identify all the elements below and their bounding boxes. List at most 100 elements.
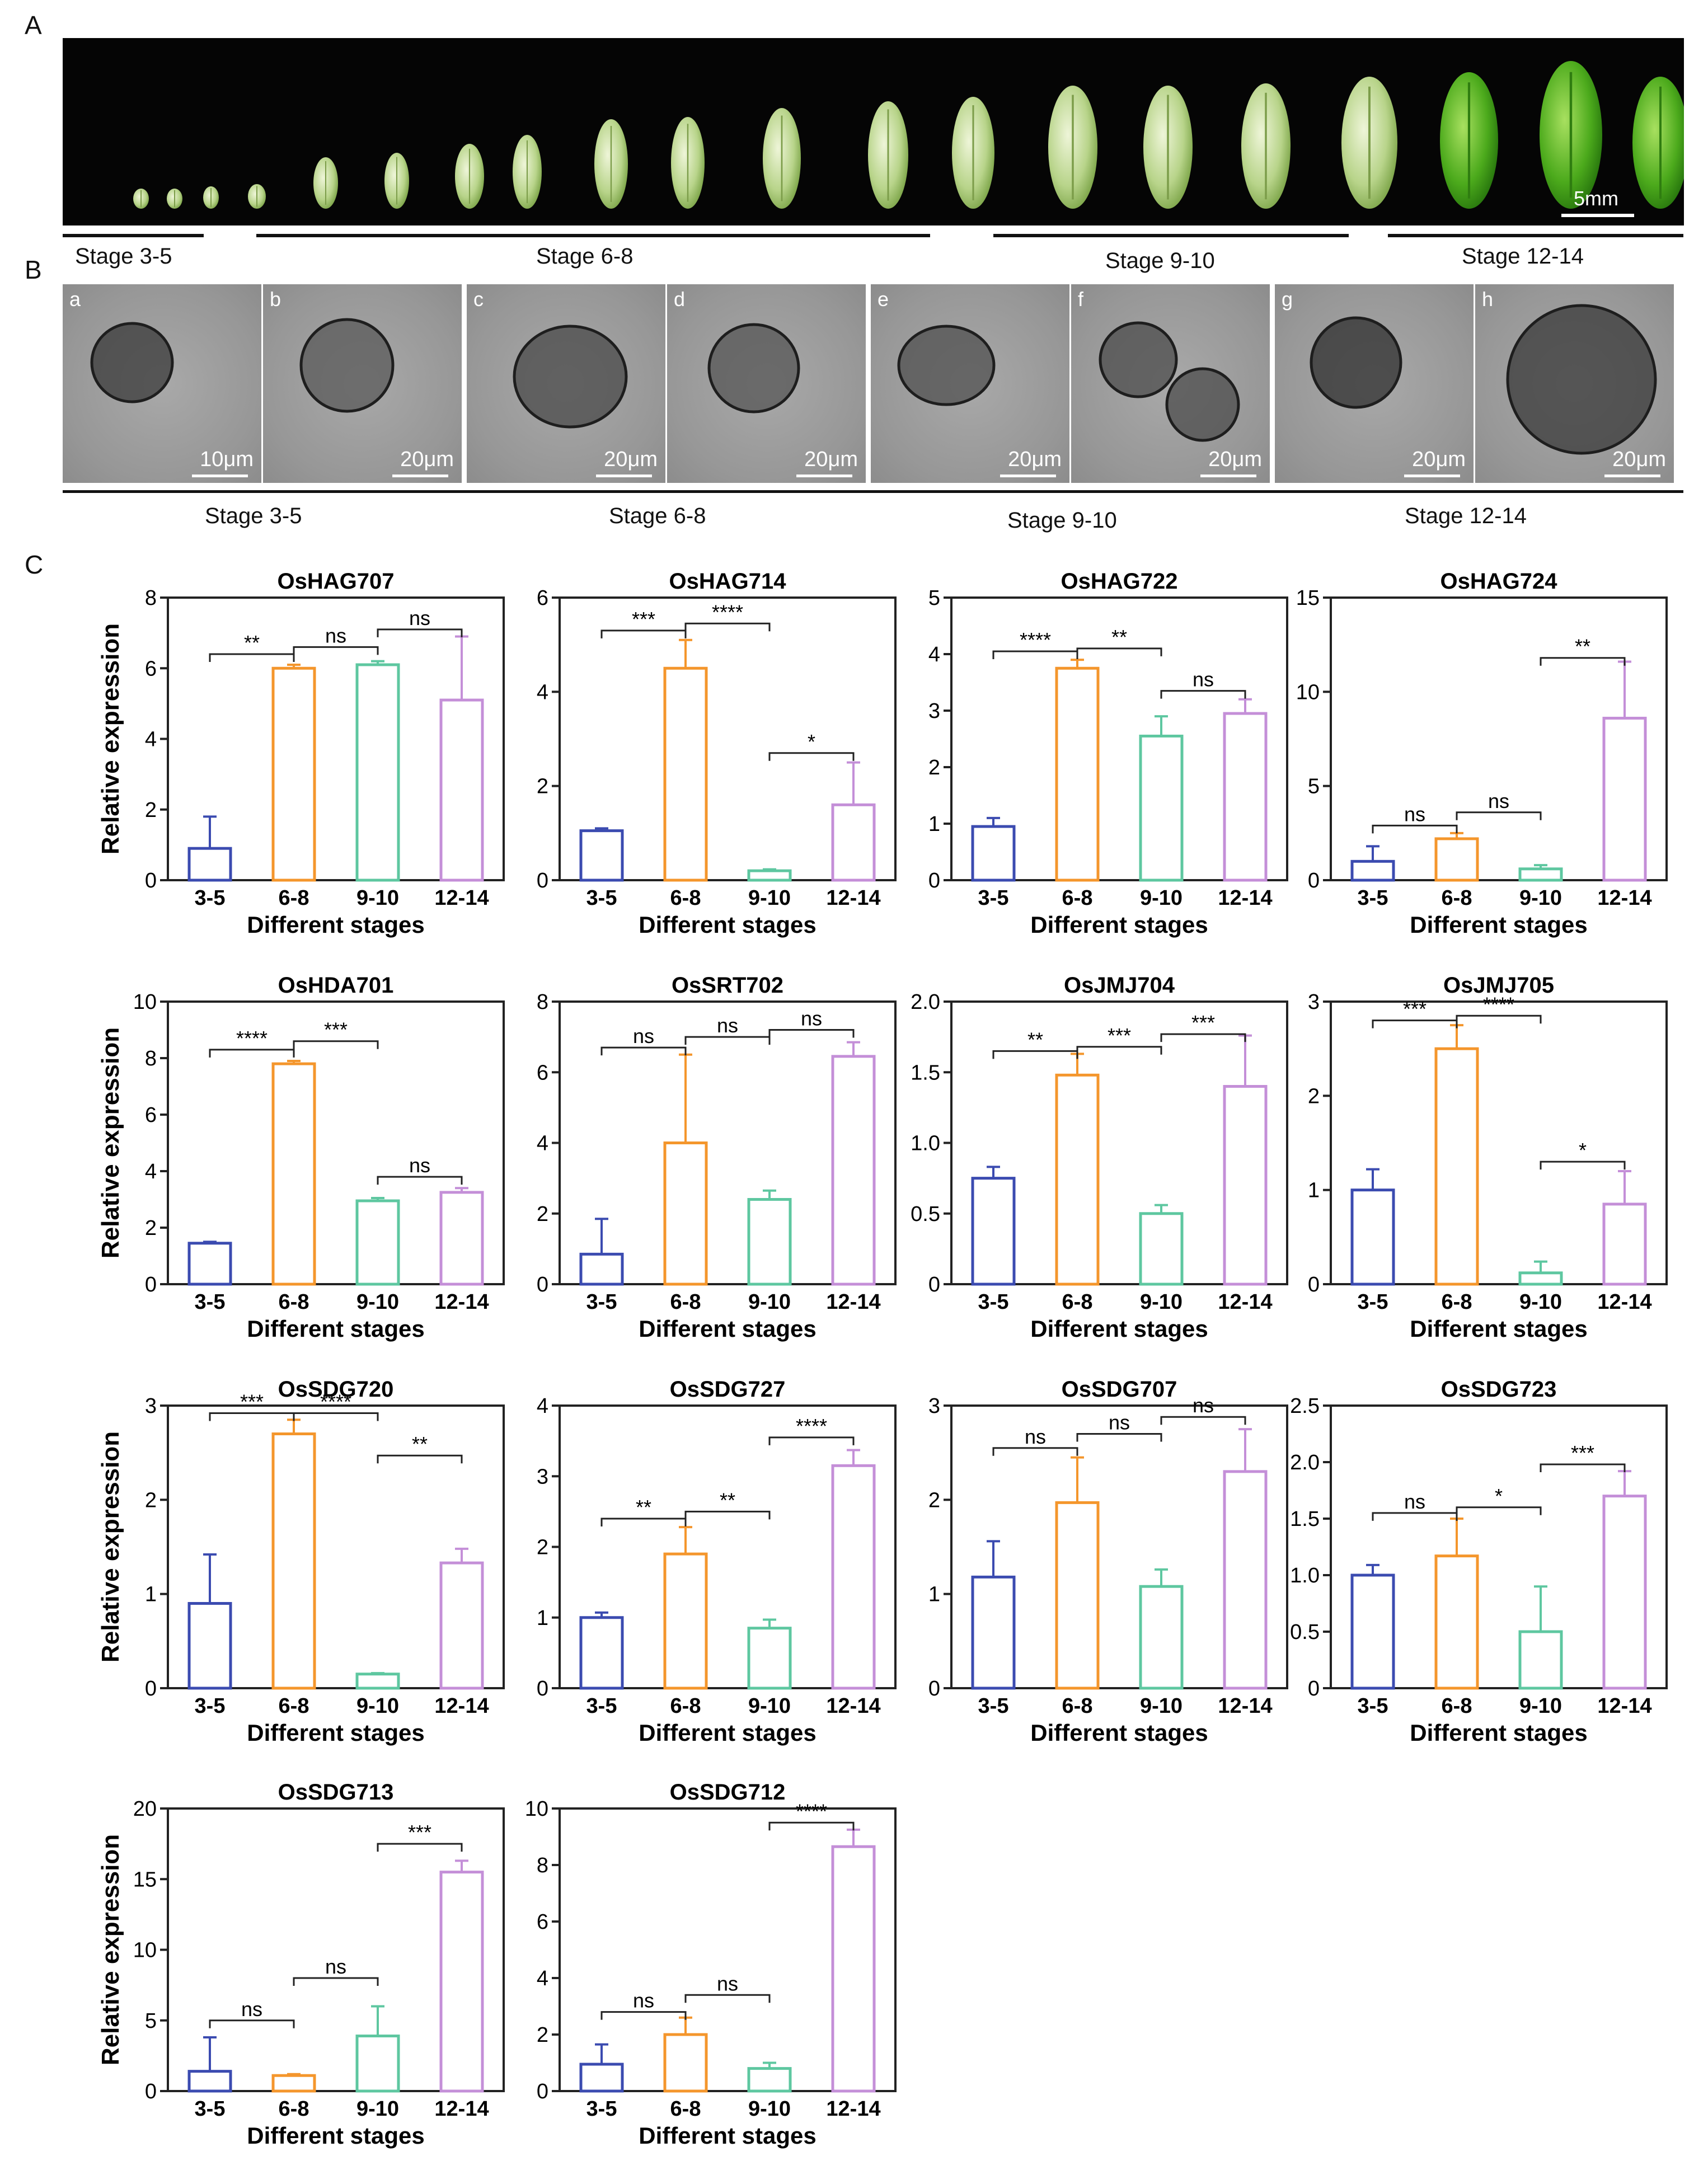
y-tick-label: 8 — [537, 1854, 548, 1877]
y-tick-label: 2 — [145, 1216, 157, 1240]
pollen-grain — [1506, 304, 1657, 455]
x-tick-label: 3-5 — [586, 886, 617, 910]
bar — [355, 2035, 400, 2093]
y-tick-label: 2 — [145, 1488, 157, 1512]
micrograph-scale-bar — [1404, 475, 1460, 477]
x-axis-label: Different stages — [247, 912, 424, 938]
micrograph-scale-label: 20μm — [1008, 448, 1062, 471]
chart-ossdg712: OsSDG712 0 2 4 6 8 10 3-5 6-8 9-10 12-14 ns ns **** Di… — [492, 1775, 923, 2175]
micro-stage-line-3 — [871, 490, 1275, 493]
significance-label: ** — [1575, 635, 1590, 658]
x-tick-label: 6-8 — [670, 886, 701, 910]
micrograph-scale-label: 10μm — [200, 448, 254, 471]
x-tick-label: 6-8 — [279, 886, 309, 910]
y-tick-label: 4 — [145, 728, 157, 751]
y-tick-label: 2.0 — [911, 990, 940, 1014]
x-tick-label: 12-14 — [1218, 1290, 1272, 1314]
y-tick-label: 6 — [537, 1910, 548, 1934]
chart-title: OsHAG707 — [278, 569, 395, 594]
x-tick-label: 9-10 — [748, 886, 791, 910]
x-tick-label: 6-8 — [1442, 886, 1472, 910]
micrograph-letter: f — [1078, 288, 1084, 311]
bar — [663, 1552, 708, 1690]
x-axis-label: Different stages — [247, 1720, 424, 1746]
bar — [971, 1575, 1016, 1690]
x-tick-label: 3-5 — [195, 1290, 226, 1314]
significance-bracket — [684, 1510, 771, 1520]
x-tick-label: 12-14 — [826, 1694, 880, 1718]
panel-letter-c: C — [25, 550, 44, 579]
pollen-grain — [1165, 367, 1240, 442]
significance-label: ns — [325, 624, 346, 647]
bar — [1223, 712, 1268, 882]
x-tick-label: 3-5 — [586, 1694, 617, 1718]
bar — [1223, 1470, 1268, 1690]
x-tick-label: 6-8 — [279, 1694, 309, 1718]
bar — [1139, 1212, 1184, 1286]
strip-stage-label-4: Stage 12-14 — [1462, 244, 1584, 269]
chart-oshda701: OsHDA701 0 2 4 6 8 10 3-5 6-8 9-10 12-14 **** *** ns D… — [97, 968, 532, 1368]
significance-label: **** — [796, 1800, 827, 1822]
chart-oshag714: OsHAG714 0 2 4 6 3-5 6-8 9-10 12-14 *** **** * Diffe… — [492, 564, 923, 964]
significance-bracket — [1372, 1512, 1458, 1521]
y-tick-label: 2 — [928, 1488, 940, 1512]
significance-label: ns — [1404, 802, 1425, 825]
x-tick-label: 6-8 — [1442, 1694, 1472, 1718]
significance-bracket — [377, 1843, 463, 1852]
spikelet-photo-strip: 5mm — [63, 38, 1688, 226]
significance-bracket — [600, 1046, 687, 1056]
significance-label: *** — [1191, 1011, 1215, 1034]
micrograph-letter: g — [1282, 288, 1293, 311]
significance-label: ** — [412, 1432, 428, 1455]
chart-title: OsSDG727 — [670, 1377, 786, 1402]
chart-svg: OsSDG723 0 0.5 1.0 1.5 2.0 2.5 3-5 6-8 9-10 12-14 n… — [1290, 1377, 1668, 1746]
bar — [439, 1561, 484, 1690]
bar — [439, 1191, 484, 1286]
spikelet — [1632, 77, 1688, 209]
significance-label: ns — [717, 1972, 738, 1995]
plot-frame — [167, 1807, 505, 2092]
x-tick-label: 3-5 — [1358, 1290, 1388, 1314]
y-tick-label: 3 — [1308, 990, 1320, 1014]
micrograph-scale-bar — [1200, 475, 1256, 477]
significance-label: *** — [1108, 1024, 1131, 1047]
x-tick-label: 3-5 — [978, 1694, 1009, 1718]
y-tick-label: 4 — [537, 1132, 548, 1155]
pollen-illustration — [299, 318, 395, 413]
y-tick-label: 5 — [145, 2009, 157, 2033]
significance-bracket — [768, 1436, 855, 1445]
y-tick-label: 2 — [928, 756, 940, 779]
significance-bracket — [1456, 811, 1542, 820]
x-axis-label: Different stages — [1410, 1316, 1587, 1342]
significance-bracket — [600, 2011, 687, 2020]
y-tick-label: 2 — [537, 775, 548, 798]
x-axis-label: Different stages — [1030, 1720, 1208, 1746]
significance-bracket — [992, 650, 1078, 659]
micrograph-scale-label: 20μm — [1208, 448, 1262, 471]
micrograph-c: c 20μm — [467, 284, 665, 483]
y-tick-label: 10 — [133, 990, 157, 1014]
bar — [831, 1464, 876, 1690]
y-tick-label: 0 — [928, 869, 940, 892]
y-tick-label: 0 — [145, 1677, 157, 1700]
plot-frame — [167, 1404, 505, 1689]
bar — [1602, 1495, 1647, 1690]
y-tick-label: 15 — [1296, 586, 1320, 610]
bar — [1518, 867, 1563, 882]
bar — [663, 2033, 708, 2093]
micro-stage-label-4: Stage 12-14 — [1405, 504, 1527, 528]
significance-label: ns — [409, 1154, 430, 1177]
x-tick-label: 9-10 — [356, 2097, 399, 2121]
micro-stage-label-3: Stage 9-10 — [1007, 508, 1117, 533]
significance-label: *** — [632, 608, 655, 631]
plot-frame — [950, 596, 1288, 881]
chart-svg: OsSDG712 0 2 4 6 8 10 3-5 6-8 9-10 12-14 ns ns **** Di… — [525, 1780, 897, 2149]
x-tick-label: 9-10 — [748, 1694, 791, 1718]
bar — [439, 698, 484, 882]
y-tick-label: 0 — [145, 2080, 157, 2103]
x-tick-label: 3-5 — [978, 886, 1009, 910]
x-tick-label: 6-8 — [670, 1694, 701, 1718]
y-axis-label: Relative expression — [97, 1027, 124, 1258]
